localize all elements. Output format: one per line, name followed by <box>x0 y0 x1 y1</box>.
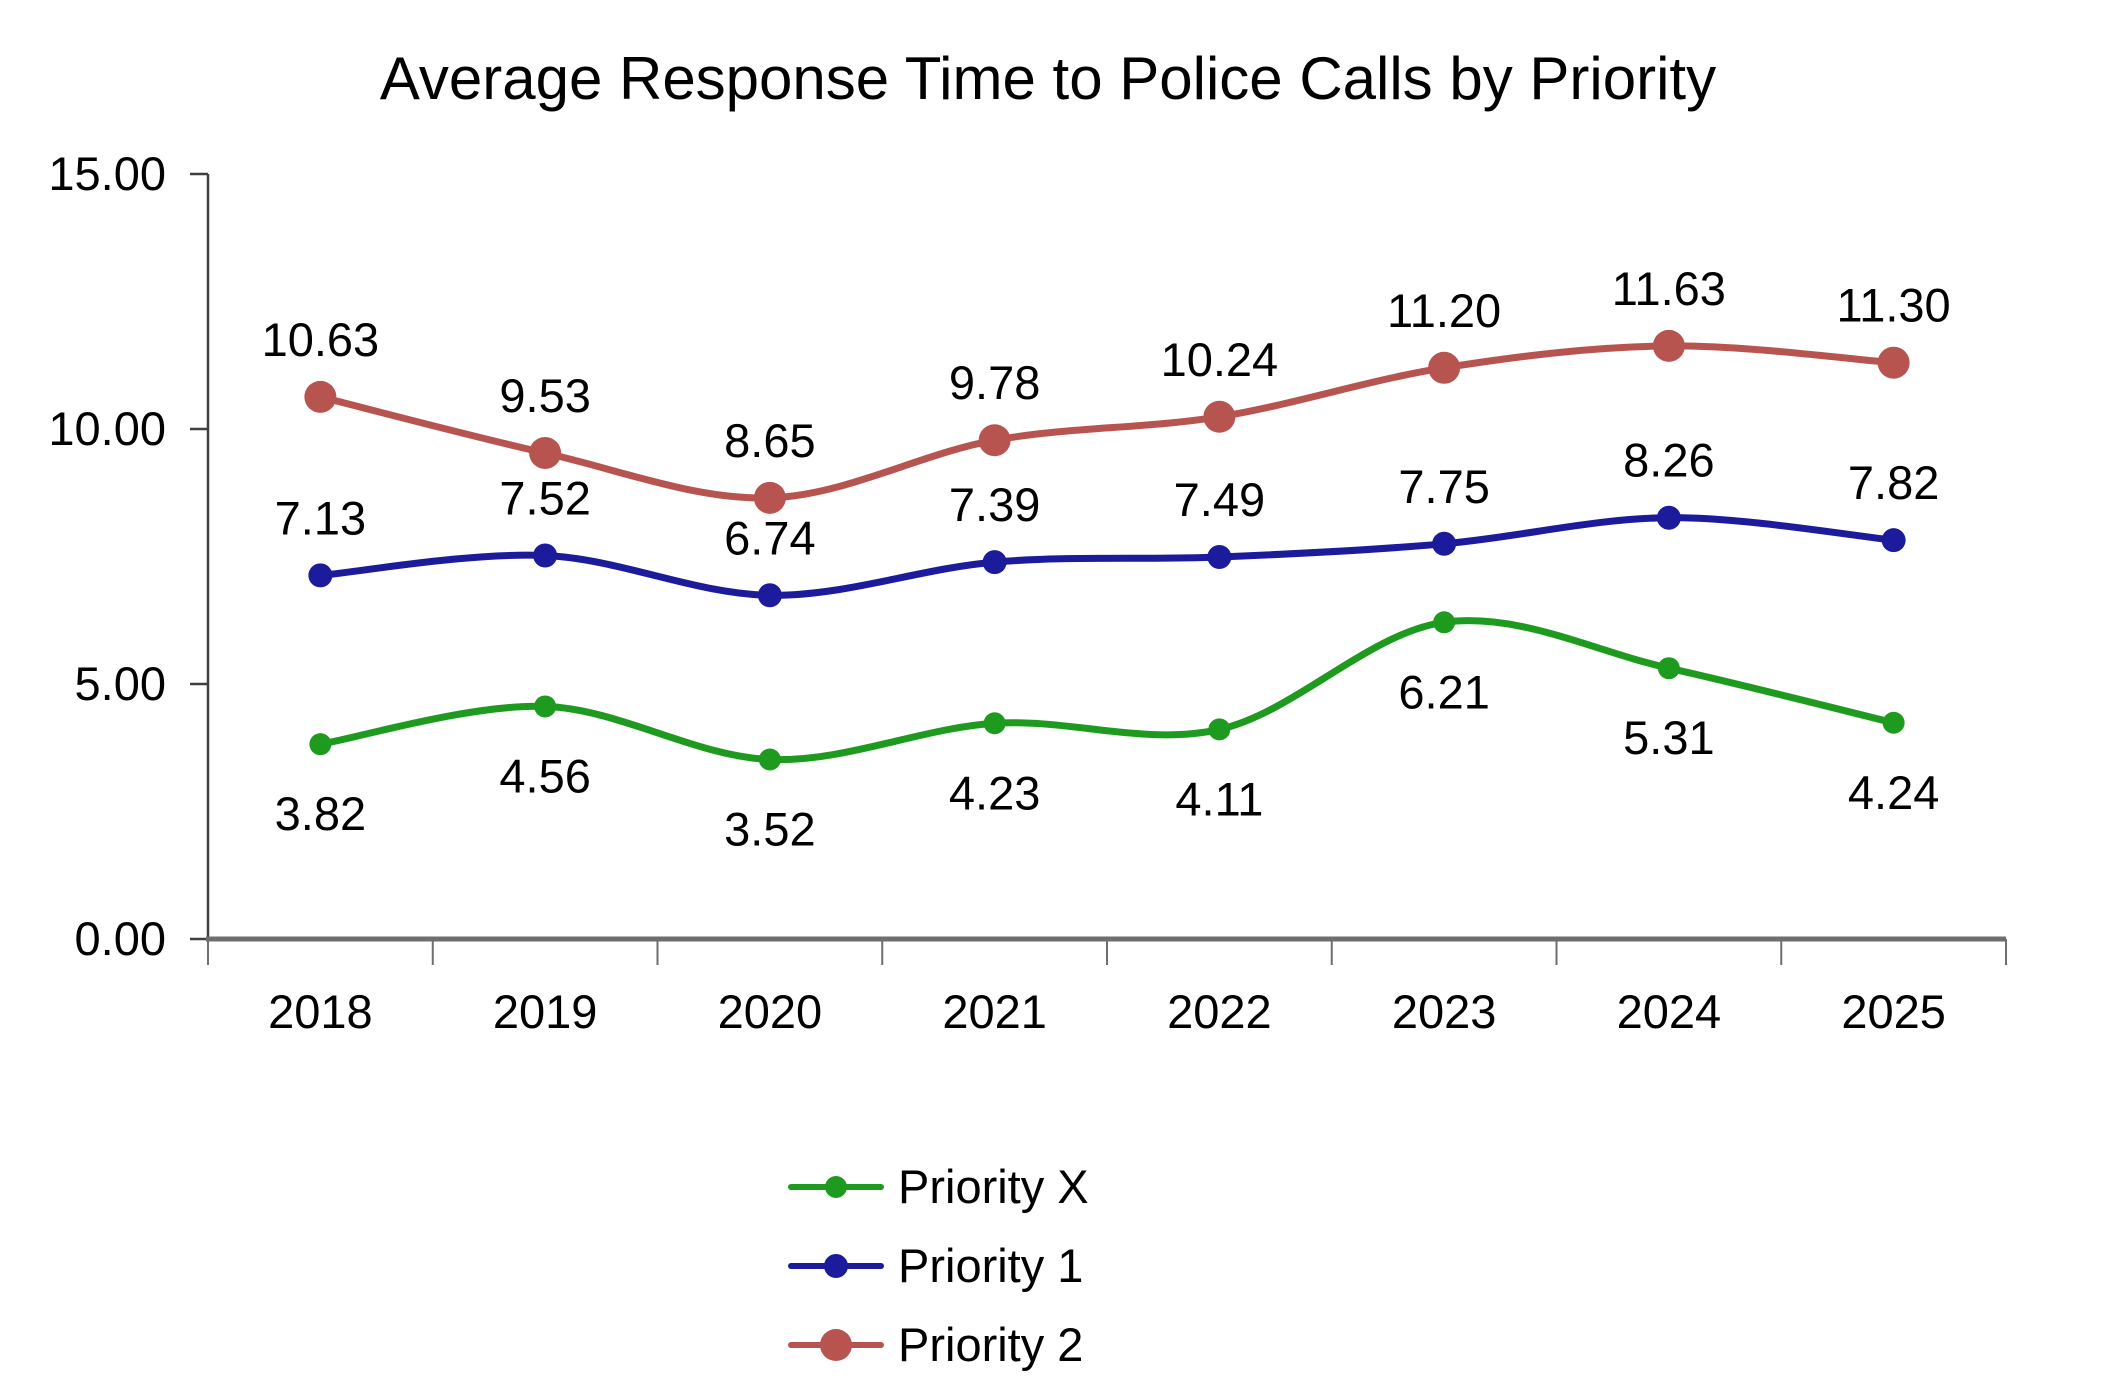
data-label-priority-x: 4.11 <box>1175 772 1263 825</box>
data-label-priority-x: 4.56 <box>499 749 590 802</box>
data-label-priority-1: 8.26 <box>1623 434 1714 487</box>
legend-dot-swatch <box>820 1328 852 1361</box>
data-label-priority-x: 3.52 <box>724 802 815 855</box>
x-tick-label: 2022 <box>1167 985 1272 1038</box>
data-point-marker-priority-2 <box>1652 329 1685 362</box>
data-point-marker-priority-2 <box>1428 351 1461 384</box>
x-tick-label: 2023 <box>1392 985 1497 1038</box>
data-label-priority-1: 7.52 <box>499 471 590 524</box>
data-label-priority-2: 11.63 <box>1612 262 1726 315</box>
data-point-marker-priority-x <box>983 712 1006 735</box>
legend-item-priority-2: Priority 2 <box>788 1305 1089 1384</box>
data-point-marker-priority-x <box>1208 718 1231 741</box>
data-point-marker-priority-1 <box>308 563 333 588</box>
x-tick-label: 2025 <box>1841 985 1946 1038</box>
data-point-marker-priority-1 <box>1207 545 1232 570</box>
data-label-priority-1: 7.82 <box>1848 456 1939 509</box>
data-point-marker-priority-x <box>534 695 557 718</box>
x-tick-label: 2020 <box>718 985 823 1038</box>
data-point-marker-priority-2 <box>529 436 562 469</box>
x-tick-label: 2021 <box>942 985 1047 1038</box>
data-label-priority-1: 6.74 <box>724 511 815 564</box>
data-label-priority-1: 7.49 <box>1174 473 1265 526</box>
data-point-marker-priority-x <box>758 748 781 771</box>
data-label-priority-1: 7.75 <box>1398 460 1489 513</box>
data-point-marker-priority-x <box>1657 657 1680 680</box>
data-label-priority-2: 10.24 <box>1161 333 1279 386</box>
data-point-marker-priority-x <box>1882 711 1905 734</box>
data-label-priority-x: 4.23 <box>949 766 1040 819</box>
data-label-priority-x: 3.82 <box>275 787 366 840</box>
y-tick-label: 15.00 <box>48 147 166 200</box>
data-point-marker-priority-x <box>1433 611 1456 634</box>
legend-item-priority-x: Priority X <box>788 1147 1089 1226</box>
data-point-marker-priority-1 <box>1656 505 1681 530</box>
series-line-priority-1 <box>316 514 1898 599</box>
data-point-marker-priority-1 <box>757 583 782 608</box>
data-point-marker-priority-1 <box>982 550 1007 575</box>
legend-line-marker-icon <box>788 1165 884 1209</box>
data-point-marker-priority-2 <box>304 380 337 413</box>
legend-dot-swatch <box>824 1253 848 1278</box>
data-point-marker-priority-2 <box>753 481 786 514</box>
legend-line-marker-icon <box>788 1244 884 1288</box>
legend-line-marker-icon <box>788 1323 884 1367</box>
data-label-priority-x: 4.24 <box>1848 766 1939 819</box>
x-tick-label: 2018 <box>268 985 373 1038</box>
legend-label: Priority 2 <box>898 1318 1084 1371</box>
data-label-priority-1: 7.39 <box>949 478 1040 531</box>
data-point-marker-priority-1 <box>1881 528 1906 553</box>
x-tick-label: 2019 <box>493 985 598 1038</box>
legend-label: Priority 1 <box>898 1239 1084 1292</box>
data-label-priority-2: 11.30 <box>1837 279 1951 332</box>
data-label-priority-1: 7.13 <box>275 491 366 544</box>
legend-item-priority-1: Priority 1 <box>788 1226 1089 1305</box>
data-label-priority-x: 6.21 <box>1398 665 1489 718</box>
y-tick-label: 5.00 <box>75 657 166 710</box>
data-label-priority-2: 9.53 <box>499 369 590 422</box>
legend-label: Priority X <box>898 1160 1089 1213</box>
data-label-priority-2: 11.20 <box>1387 284 1501 337</box>
data-point-marker-priority-2 <box>978 424 1011 457</box>
data-point-marker-priority-2 <box>1203 400 1236 433</box>
data-point-marker-priority-1 <box>1432 531 1457 556</box>
legend-dot-swatch <box>825 1175 847 1198</box>
y-tick-label: 10.00 <box>48 402 166 455</box>
data-label-priority-2: 9.78 <box>949 356 1040 409</box>
data-point-marker-priority-1 <box>533 543 558 568</box>
data-label-priority-2: 10.63 <box>262 313 380 366</box>
data-point-marker-priority-2 <box>1877 346 1910 379</box>
series-line-priority-2 <box>316 342 1898 502</box>
data-label-priority-2: 8.65 <box>724 414 815 467</box>
data-point-marker-priority-x <box>309 733 332 756</box>
legend: Priority X Priority 1 Priority 2 <box>788 1147 1089 1384</box>
data-label-priority-x: 5.31 <box>1623 711 1714 764</box>
x-tick-label: 2024 <box>1617 985 1722 1038</box>
series-line-priority-x <box>316 617 1898 764</box>
chart-title: Average Response Time to Police Calls by… <box>379 45 1717 112</box>
y-tick-label: 0.00 <box>75 912 166 965</box>
